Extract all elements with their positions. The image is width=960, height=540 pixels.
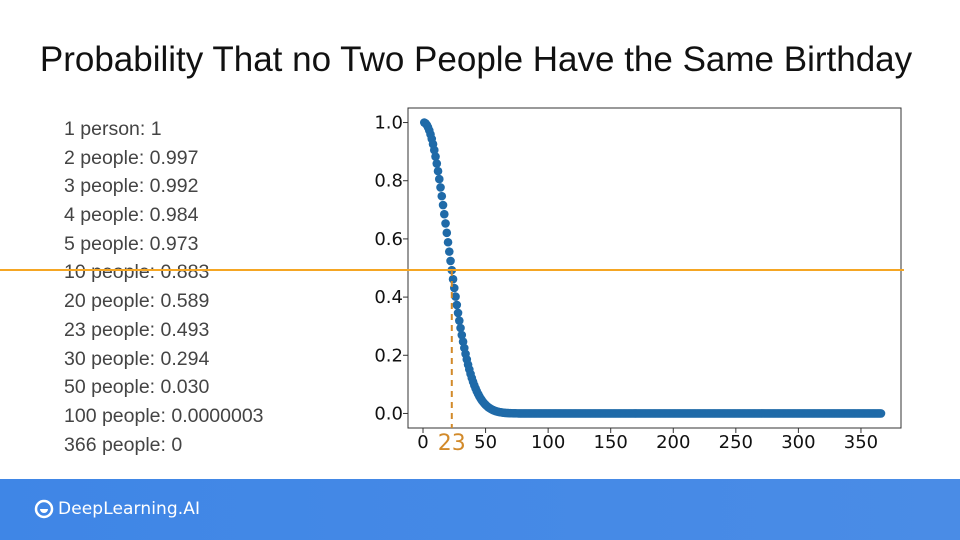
probability-list-item: 4 people: 0.984 [64,204,199,227]
probability-list-item: 100 people: 0.0000003 [64,404,264,427]
data-point [438,200,448,210]
marker-label: 23 [438,431,466,456]
data-point [448,274,458,284]
page-title: Probability That no Two People Have the … [39,40,913,79]
data-point [434,174,444,184]
data-point [455,316,464,325]
data-point [876,409,886,418]
deeplearning-logo-icon [34,499,54,519]
probability-list-item: 3 people: 0.992 [64,175,199,198]
data-points [419,118,886,418]
x-tick-label: 50 [474,432,497,453]
data-point [439,209,449,219]
y-tick-label: 1.0 [374,113,403,134]
x-tick-label: 250 [719,432,753,453]
data-point [453,308,463,318]
plot-frame [407,107,902,429]
y-tick-label: 0.0 [374,403,403,424]
probability-list-item: 20 people: 0.589 [64,290,210,313]
y-tick-label: 0.2 [374,345,403,366]
x-tick-label: 350 [844,432,878,453]
x-tick-label: 300 [781,432,815,453]
data-point [433,166,443,176]
data-point [431,152,440,161]
y-tick-label: 0.4 [374,287,403,308]
probability-list-item: 10 people: 0.883 [64,261,210,284]
footer-logo: DeepLearning.AI [34,499,200,519]
probability-list-item: 5 people: 0.973 [64,232,199,255]
probability-list-item: 366 people: 0 [64,433,183,456]
data-point [456,323,465,333]
x-tick-label: 200 [656,432,690,453]
data-point [441,219,450,228]
probability-list-item: 1 person: 1 [64,118,162,140]
x-tick-label: 0 [417,432,428,453]
probability-list-item: 30 people: 0.294 [64,347,210,370]
data-point [444,247,454,256]
data-point [446,256,455,266]
data-point [437,191,447,201]
birthday-probability-chart: 0 50 100 150 200 250 300 350 0.0 0.2 0.4 0.6 0.8 1.0… [0,107,904,456]
y-tick-label: 0.6 [374,229,403,250]
y-axis-ticks: 0.0 0.2 0.4 0.6 0.8 1.0 [374,113,408,424]
footer-brand: DeepLearning.AI [58,499,201,519]
probability-list-item: 2 people: 0.997 [64,146,199,169]
footer-bar: DeepLearning.AI [0,479,960,540]
x-tick-label: 150 [594,432,628,453]
data-point [443,237,453,247]
data-point [457,330,467,340]
probability-list-item: 23 people: 0.493 [64,318,210,341]
data-point [452,300,462,310]
data-point [432,159,442,168]
data-point [451,292,460,301]
x-tick-label: 100 [531,432,565,453]
data-point [436,183,445,192]
data-point [442,228,452,238]
x-axis-ticks: 0 50 100 150 200 250 300 350 [417,428,878,453]
probability-list: 1 person: 1 2 people: 0.997 3 people: 0.99… [64,115,264,459]
probability-list-item: 50 people: 0.030 [64,376,210,399]
data-point [429,145,439,155]
y-tick-label: 0.8 [374,171,403,192]
